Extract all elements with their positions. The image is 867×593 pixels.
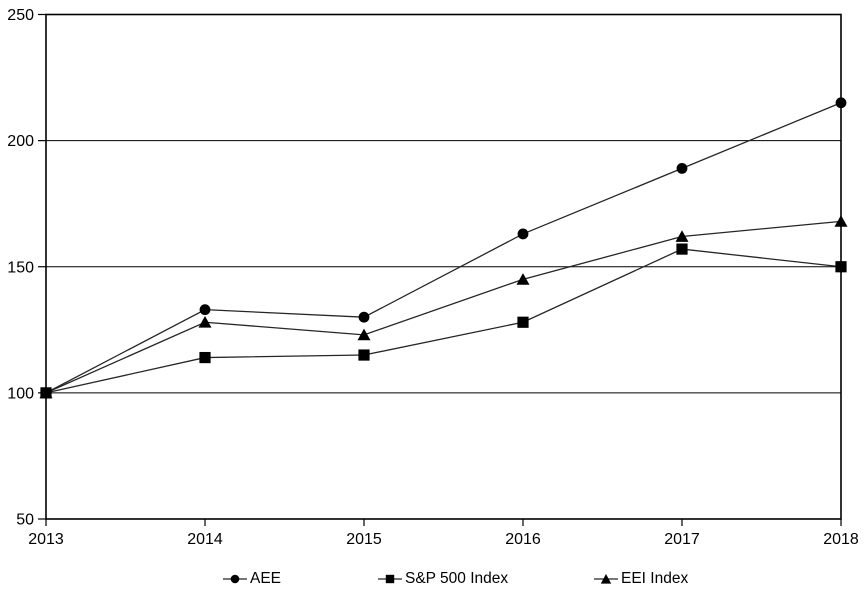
square-marker-icon [517,316,529,328]
series-line [45,220,842,394]
x-tick-label: 2014 [187,531,223,548]
square-marker-icon [199,351,211,364]
y-tick-label: 50 [16,512,34,529]
circle-marker-icon [835,97,847,109]
x-axis: 2013 2014 2015 2016 2017 2018 [28,519,859,548]
circle-marker-icon [358,311,370,323]
triangle-marker-icon [357,328,371,341]
x-tick-label: 2016 [505,531,541,548]
y-tick-label: 100 [7,385,34,402]
triangle-marker-icon [675,230,689,242]
triangle-marker-icon [834,215,848,227]
circle-marker-icon [676,162,688,174]
y-tick-label: 200 [7,133,34,150]
square-marker-icon [835,261,847,273]
x-tick-label: 2013 [28,531,64,548]
square-marker-icon [40,387,52,399]
square-marker-icon [676,243,688,255]
triangle-marker-icon [516,273,530,285]
square-marker-icon [358,349,370,361]
y-tick-label: 250 [7,7,34,24]
triangle-marker-icon [198,316,212,328]
circle-marker-icon [517,228,529,240]
series-line [45,102,842,394]
circle-marker-icon [199,304,211,316]
series-0 [40,97,847,399]
x-tick-label: 2018 [823,531,859,548]
y-tick-label: 150 [7,259,34,276]
x-tick-label: 2017 [664,531,700,548]
series-1 [40,243,847,399]
x-tick-label: 2015 [346,531,382,548]
series-line [45,248,842,394]
y-axis: 50 100 150 200 250 [7,7,841,529]
series-2 [39,215,848,399]
